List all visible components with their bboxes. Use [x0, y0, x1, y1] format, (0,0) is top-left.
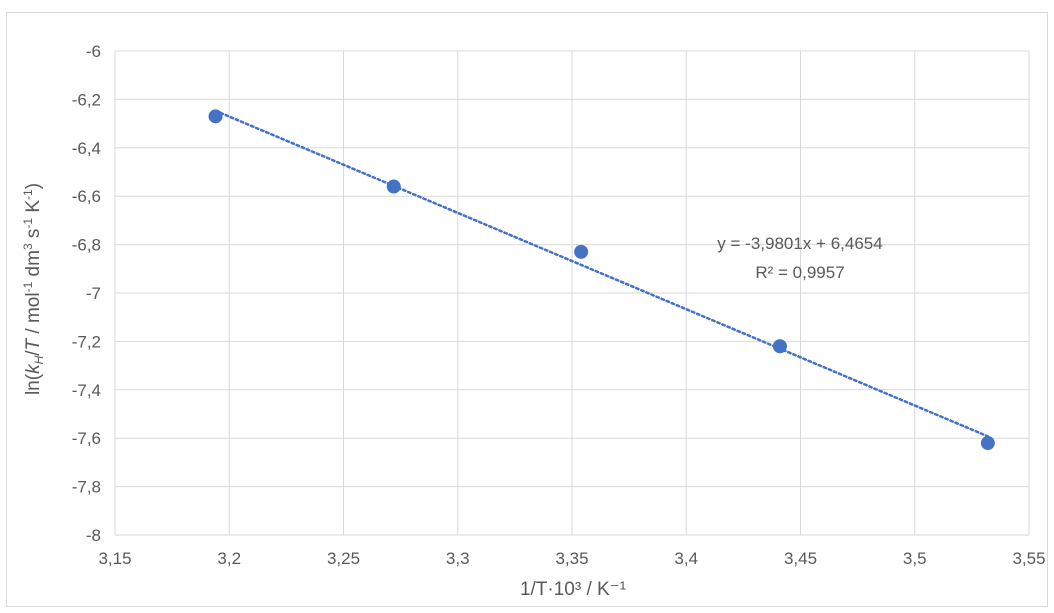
y-tick-label: -7,6 [72, 429, 101, 448]
x-axis-title: 1/T·10³ / K⁻¹ [520, 579, 626, 600]
x-tick-label: 3,4 [674, 549, 698, 568]
chart-area: -6 -6,2 -6,4 -6,6 -6,8 -7 -7,2 -7,4 -7,6 -7,8 -8 3… [6, 12, 1048, 607]
y-tick-label: -8 [86, 526, 101, 545]
scatter-chart: -6 -6,2 -6,4 -6,6 -6,8 -7 -7,2 -7,4 -7,6 -7,8 -8 3… [21, 42, 1046, 600]
y-tick-label: -7,2 [72, 332, 101, 351]
x-tick-label: 3,3 [446, 549, 470, 568]
x-tick-label: 3,5 [903, 549, 927, 568]
y-tick-label: -6,4 [72, 139, 101, 158]
data-point [772, 339, 787, 354]
x-tick-label: 3,2 [217, 549, 241, 568]
y-axis-title: ln(kH/T / mol-1 dm3 s-1 K-1) [21, 183, 46, 395]
y-tick-label: -7,8 [72, 478, 101, 497]
x-tick-label: 3,45 [784, 549, 817, 568]
y-tick-label: -7,4 [72, 381, 101, 400]
grid-lines [114, 50, 1030, 536]
trendline-r-squared: R² = 0,9957 [755, 263, 844, 282]
x-tick-label: 3,25 [327, 549, 360, 568]
trendline-equation: y = -3,9801x + 6,4654 [717, 234, 882, 253]
y-tick-label: -7 [86, 284, 101, 303]
y-tick-label: -6,2 [72, 90, 101, 109]
y-tick-label: -6,6 [72, 187, 101, 206]
y-tick-labels: -6 -6,2 -6,4 -6,6 -6,8 -7 -7,2 -7,4 -7,6 -7,8 -8 [72, 42, 101, 545]
x-tick-label: 3,35 [555, 549, 588, 568]
x-tick-labels: 3,15 3,2 3,25 3,3 3,35 3,4 3,45 3,5 3,55 [98, 549, 1045, 568]
data-point [208, 109, 223, 124]
y-tick-label: -6 [86, 42, 101, 61]
data-points [208, 109, 995, 451]
data-point [574, 244, 589, 259]
x-tick-label: 3,55 [1012, 549, 1045, 568]
x-tick-label: 3,15 [98, 549, 131, 568]
data-point [386, 179, 401, 194]
data-point [980, 436, 995, 451]
trendline-group [214, 109, 990, 438]
trendline [214, 109, 990, 438]
y-tick-label: -6,8 [72, 236, 101, 255]
